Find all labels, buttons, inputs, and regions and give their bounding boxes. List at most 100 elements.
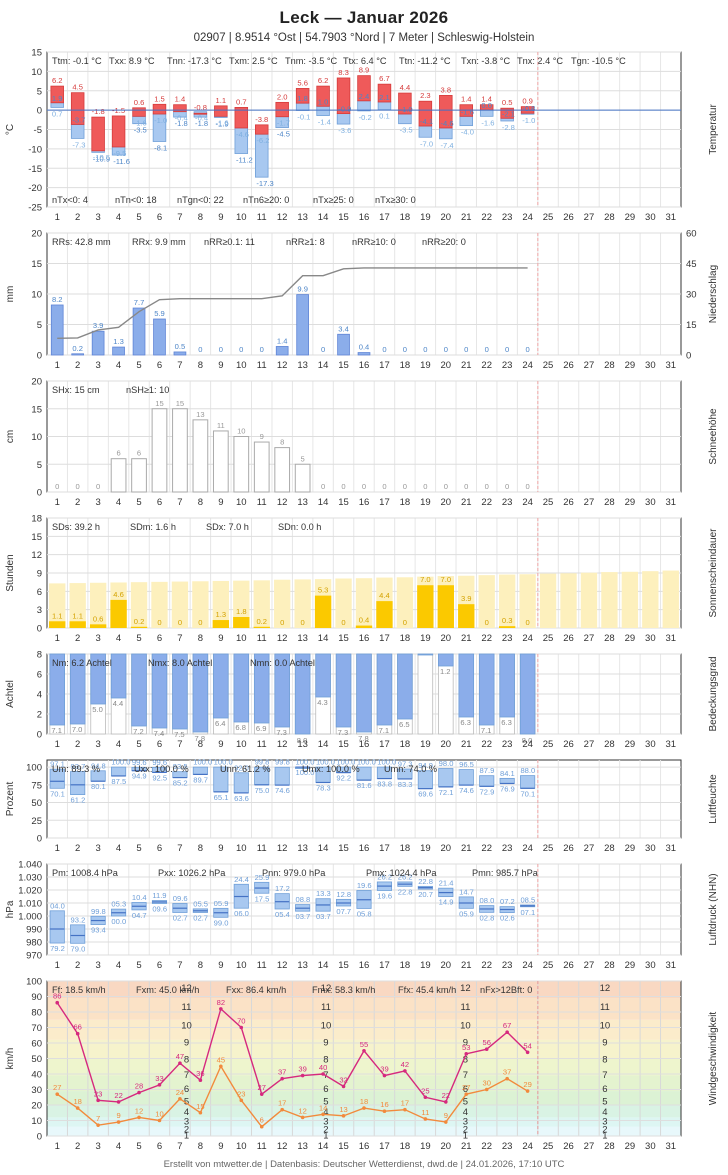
temp-min-label: 0.7	[52, 109, 63, 118]
bedeckungsgrad-y-tick: 6	[37, 670, 42, 681]
temp-min-label: -1.6	[215, 118, 228, 127]
wind-beaufort-band	[47, 1058, 681, 1076]
temp-min-label: -1.4	[318, 118, 331, 127]
temp-mean-label: 2.1	[379, 93, 390, 102]
humidity-min-label: 83.3	[398, 780, 413, 789]
wind-value-label: 86	[53, 992, 61, 1001]
luftfeuchte-day-tick: 9	[218, 843, 223, 854]
windgeschwindigkeit-stat: Fxx: 86.4 km/h	[226, 985, 286, 995]
humidity-min-label: 92.5	[152, 773, 167, 782]
cloud-label: 6.3	[501, 718, 512, 727]
snow-label: 0	[444, 482, 448, 491]
pressure-max-label: 04.0	[50, 901, 65, 910]
wind-value-label: 10	[155, 1110, 163, 1119]
sun-possible-bar	[560, 573, 577, 628]
humidity-max-label: 97.1	[50, 760, 65, 769]
luftfeuchte-day-tick: 6	[157, 843, 162, 854]
pressure-max-label: 26.2	[398, 872, 413, 881]
schneehoehe-day-tick: 21	[461, 497, 472, 508]
sonnenscheindauer-day-tick: 5	[136, 633, 141, 644]
niederschlag-stat: nRR≥1: 8	[286, 237, 325, 247]
luftdruck-day-tick: 2	[75, 960, 80, 971]
windgeschwindigkeit-day-tick: 20	[441, 1141, 452, 1152]
luftdruck-stat: Pm: 1008.4 hPa	[52, 868, 119, 878]
sun-label: 0.6	[93, 614, 104, 623]
sonnenscheindauer-day-tick: 16	[359, 633, 370, 644]
cloud-bar	[253, 653, 270, 724]
luftfeuchte-day-tick: 17	[379, 843, 390, 854]
schneehoehe-day-tick: 23	[502, 497, 513, 508]
temp-min-label: -1.0	[154, 116, 167, 125]
temp-max-label: 0.6	[134, 98, 145, 107]
wind-value-label: 67	[503, 1021, 511, 1030]
cloud-label: 5.0	[92, 705, 103, 714]
schneehoehe-day-tick: 10	[236, 497, 247, 508]
wind-point	[300, 1073, 305, 1078]
sun-label: 0.4	[359, 616, 370, 625]
temp-max-bar	[91, 116, 105, 152]
wind-value-label: 27	[258, 1083, 266, 1092]
pressure-max-label: 93.2	[71, 915, 86, 924]
sonnenscheindauer-day-tick: 6	[157, 633, 162, 644]
wind-beaufort-label: 1	[323, 1130, 328, 1141]
temperatur-day-tick: 9	[218, 212, 223, 223]
schneehoehe-day-tick: 6	[157, 497, 162, 508]
wind-point	[157, 1083, 162, 1087]
cloud-label: 7.1	[51, 726, 62, 735]
pressure-min-label: 79.2	[50, 944, 65, 953]
wind-beaufort-label: 1	[602, 1130, 607, 1141]
sun-label: 0	[198, 618, 202, 627]
sun-label: 0.2	[256, 617, 267, 626]
temp-max-bar	[132, 107, 146, 117]
bedeckungsgrad-day-tick: 19	[420, 739, 431, 750]
sun-possible-bar	[335, 578, 352, 628]
humidity-min-label: 72.9	[480, 787, 495, 796]
temp-min-label: -7.0	[420, 139, 433, 148]
wind-beaufort-label: 8	[463, 1055, 468, 1066]
wind-value-label: 39	[380, 1065, 388, 1074]
wind-value-label: 54	[523, 1041, 531, 1050]
precip-bar	[50, 304, 64, 356]
temp-max-bar	[377, 83, 392, 103]
sun-possible-bar	[192, 581, 209, 628]
sonnenscheindauer-day-tick: 21	[461, 633, 472, 644]
windgeschwindigkeit-day-tick: 10	[236, 1141, 247, 1152]
humidity-box	[458, 769, 474, 786]
bedeckungsgrad-day-tick: 28	[604, 739, 615, 750]
wind-value-label: 24	[176, 1088, 184, 1097]
schneehoehe-day-tick: 7	[177, 497, 182, 508]
sonnenscheindauer-day-tick: 3	[95, 633, 100, 644]
temperatur-day-tick: 25	[543, 212, 554, 223]
luftfeuchte-day-tick: 3	[95, 843, 100, 854]
wind-point	[116, 1120, 121, 1124]
temp-min-bar	[439, 127, 453, 140]
temperatur-counter: nTn6≥20: 0	[243, 195, 289, 205]
luftfeuchte-day-tick: 29	[625, 843, 636, 854]
sonnenscheindauer-stat: SDn: 0.0 h	[278, 522, 321, 532]
pressure-min-label: 03.7	[295, 912, 310, 921]
schneehoehe-day-tick: 20	[441, 497, 452, 508]
windgeschwindigkeit-panel-title: Windgeschwindigkeit	[708, 1012, 719, 1106]
windgeschwindigkeit-day-tick: 11	[257, 1141, 267, 1152]
sonnenscheindauer-day-tick: 28	[604, 633, 615, 644]
pressure-min-label: 06.0	[234, 909, 249, 918]
luftfeuchte-stat: Umn: 74.0 %	[384, 764, 437, 774]
temp-max-bar	[418, 100, 433, 127]
wind-point	[505, 1030, 509, 1034]
temperatur-day-tick: 4	[116, 212, 121, 223]
bedeckungsgrad-day-tick: 30	[645, 739, 656, 750]
wind-value-label: 25	[421, 1086, 429, 1095]
temp-min-label: -1.6	[481, 118, 494, 127]
wind-beaufort-band	[47, 998, 681, 1020]
temp-max-label: 6.2	[318, 76, 329, 85]
wind-value-label: 22	[442, 1091, 450, 1100]
temperatur-day-tick: 3	[95, 212, 100, 223]
wind-beaufort-label: 6	[323, 1084, 328, 1095]
wind-beaufort-label: 6	[463, 1084, 468, 1095]
luftdruck-stat: Pxx: 1026.2 hPa	[158, 868, 226, 878]
luftfeuchte-day-tick: 20	[441, 843, 452, 854]
temperatur-day-tick: 24	[522, 212, 533, 223]
cloud-bar	[315, 653, 331, 698]
temp-max-label: 1.5	[154, 94, 165, 103]
